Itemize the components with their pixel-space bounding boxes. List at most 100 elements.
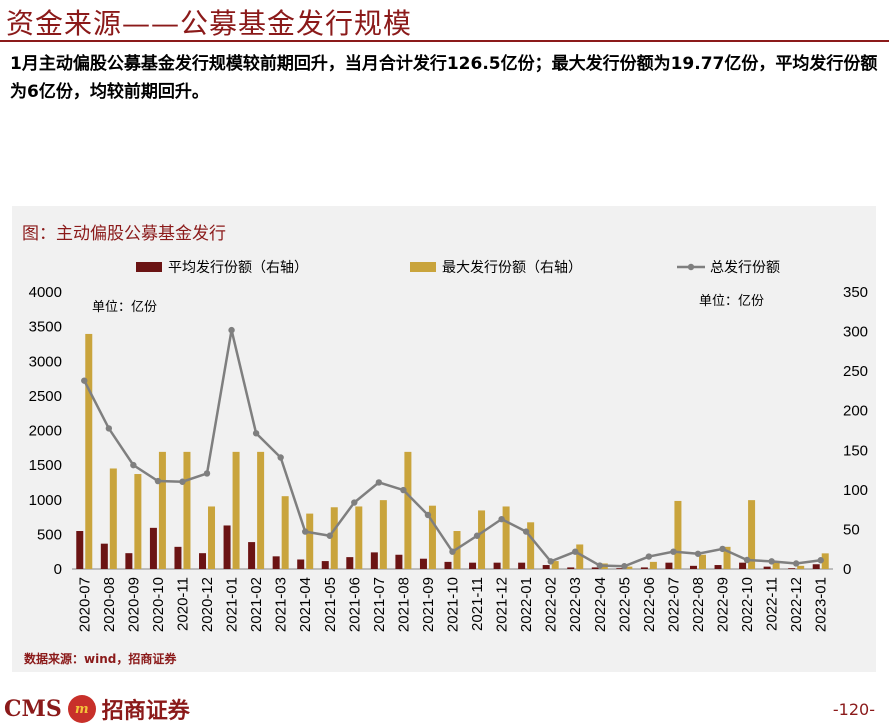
point-total: [400, 486, 407, 494]
bar-avg: [469, 562, 477, 569]
bar-avg: [739, 562, 747, 569]
page-title: 资金来源——公募基金发行规模: [6, 7, 413, 40]
bar-avg: [616, 568, 624, 569]
point-total: [498, 515, 505, 523]
point-total: [252, 430, 260, 437]
right-tick-label: 200: [843, 403, 868, 420]
point-total: [81, 377, 88, 384]
source-note: 数据来源：wind，招商证券: [24, 651, 177, 666]
bar-max: [698, 554, 706, 569]
bar-max: [183, 451, 191, 569]
x-tick-label: 2020-11: [174, 577, 191, 631]
x-tick-label: 2022-06: [641, 577, 658, 632]
left-tick-label: 0: [54, 561, 62, 578]
chart-title: 图：主动偏股公募基金发行: [22, 224, 226, 244]
point-total: [105, 425, 113, 432]
x-tick-label: 2022-05: [616, 577, 633, 632]
left-tick-label: 4000: [29, 284, 62, 301]
bar-max: [551, 561, 559, 569]
x-tick-label: 2022-09: [715, 577, 732, 632]
bar-max: [723, 546, 731, 569]
bar-avg: [542, 565, 550, 569]
point-total: [792, 560, 800, 567]
point-total: [522, 528, 530, 535]
right-tick-label: 100: [843, 482, 868, 499]
bar-avg: [788, 568, 796, 569]
bar-max: [797, 565, 805, 569]
point-total: [203, 470, 211, 477]
page-number: -120-: [832, 700, 875, 719]
legend-label-max: 最大发行份额（右轴）: [442, 260, 582, 276]
legend-swatch-max: [410, 262, 436, 272]
bar-avg: [444, 561, 452, 569]
bar-max: [158, 451, 166, 569]
bar-max: [428, 505, 436, 569]
bar-max: [281, 496, 289, 569]
x-tick-label: 2022-02: [543, 577, 560, 632]
left-unit-label: 单位：亿份: [92, 300, 157, 315]
point-total: [743, 556, 751, 564]
company-name: 招商证券: [101, 698, 190, 724]
left-tick-label: 1500: [29, 457, 62, 474]
bar-max: [649, 561, 657, 569]
point-total: [154, 477, 162, 485]
x-tick-label: 2021-02: [248, 577, 265, 632]
right-tick-label: 0: [843, 561, 851, 578]
x-tick-label: 2022-10: [739, 577, 756, 632]
x-tick-label: 2021-05: [322, 577, 339, 632]
x-tick-label: 2021-08: [395, 577, 412, 632]
point-total: [375, 479, 383, 486]
bar-avg: [567, 567, 575, 569]
bar-avg: [640, 567, 648, 569]
point-total: [645, 553, 653, 560]
bar-max: [576, 544, 584, 569]
legend-swatch-avg: [136, 262, 162, 272]
bar-max: [232, 451, 240, 569]
bar-avg: [370, 552, 378, 569]
point-total: [621, 563, 628, 570]
bar-max: [674, 500, 682, 569]
bar-avg: [76, 531, 84, 569]
point-total: [596, 562, 603, 569]
bar-avg: [321, 561, 329, 569]
right-tick-label: 250: [843, 363, 868, 380]
x-tick-label: 2022-03: [567, 577, 584, 632]
title-divider: [0, 40, 889, 42]
bar-avg: [714, 565, 722, 569]
bar-avg: [223, 525, 231, 569]
x-tick-label: 2021-12: [494, 577, 511, 632]
legend-marker-total: [687, 263, 695, 271]
bar-avg: [518, 562, 526, 569]
logo-text: CMS: [4, 696, 62, 722]
right-tick-label: 150: [843, 442, 868, 459]
bar-max: [821, 553, 829, 569]
point-total: [277, 454, 284, 461]
bar-avg: [689, 565, 697, 569]
point-total: [179, 478, 186, 485]
right-tick-label: 350: [843, 284, 868, 301]
footer-logo: CMS m 招商证券: [4, 693, 190, 725]
x-tick-label: 2020-08: [101, 577, 118, 632]
bar-max: [134, 474, 142, 569]
bar-avg: [100, 543, 108, 569]
left-tick-label: 500: [37, 526, 62, 543]
bar-avg: [493, 562, 501, 569]
x-tick-label: 2022-11: [764, 577, 781, 631]
right-tick-label: 300: [843, 324, 868, 341]
point-total: [473, 532, 481, 539]
bar-avg: [763, 566, 771, 569]
left-tick-label: 3500: [29, 319, 62, 336]
point-total: [228, 326, 235, 334]
right-unit-label: 单位：亿份: [699, 294, 764, 309]
bar-max: [625, 566, 633, 569]
bar-avg: [591, 567, 599, 569]
bar-max: [748, 500, 756, 569]
bar-avg: [248, 542, 256, 569]
point-total: [670, 548, 677, 555]
bar-avg: [419, 558, 427, 569]
point-total: [547, 558, 554, 565]
bar-avg: [297, 559, 305, 569]
bar-max: [208, 506, 216, 569]
legend-label-avg: 平均发行份额（右轴）: [168, 260, 308, 276]
